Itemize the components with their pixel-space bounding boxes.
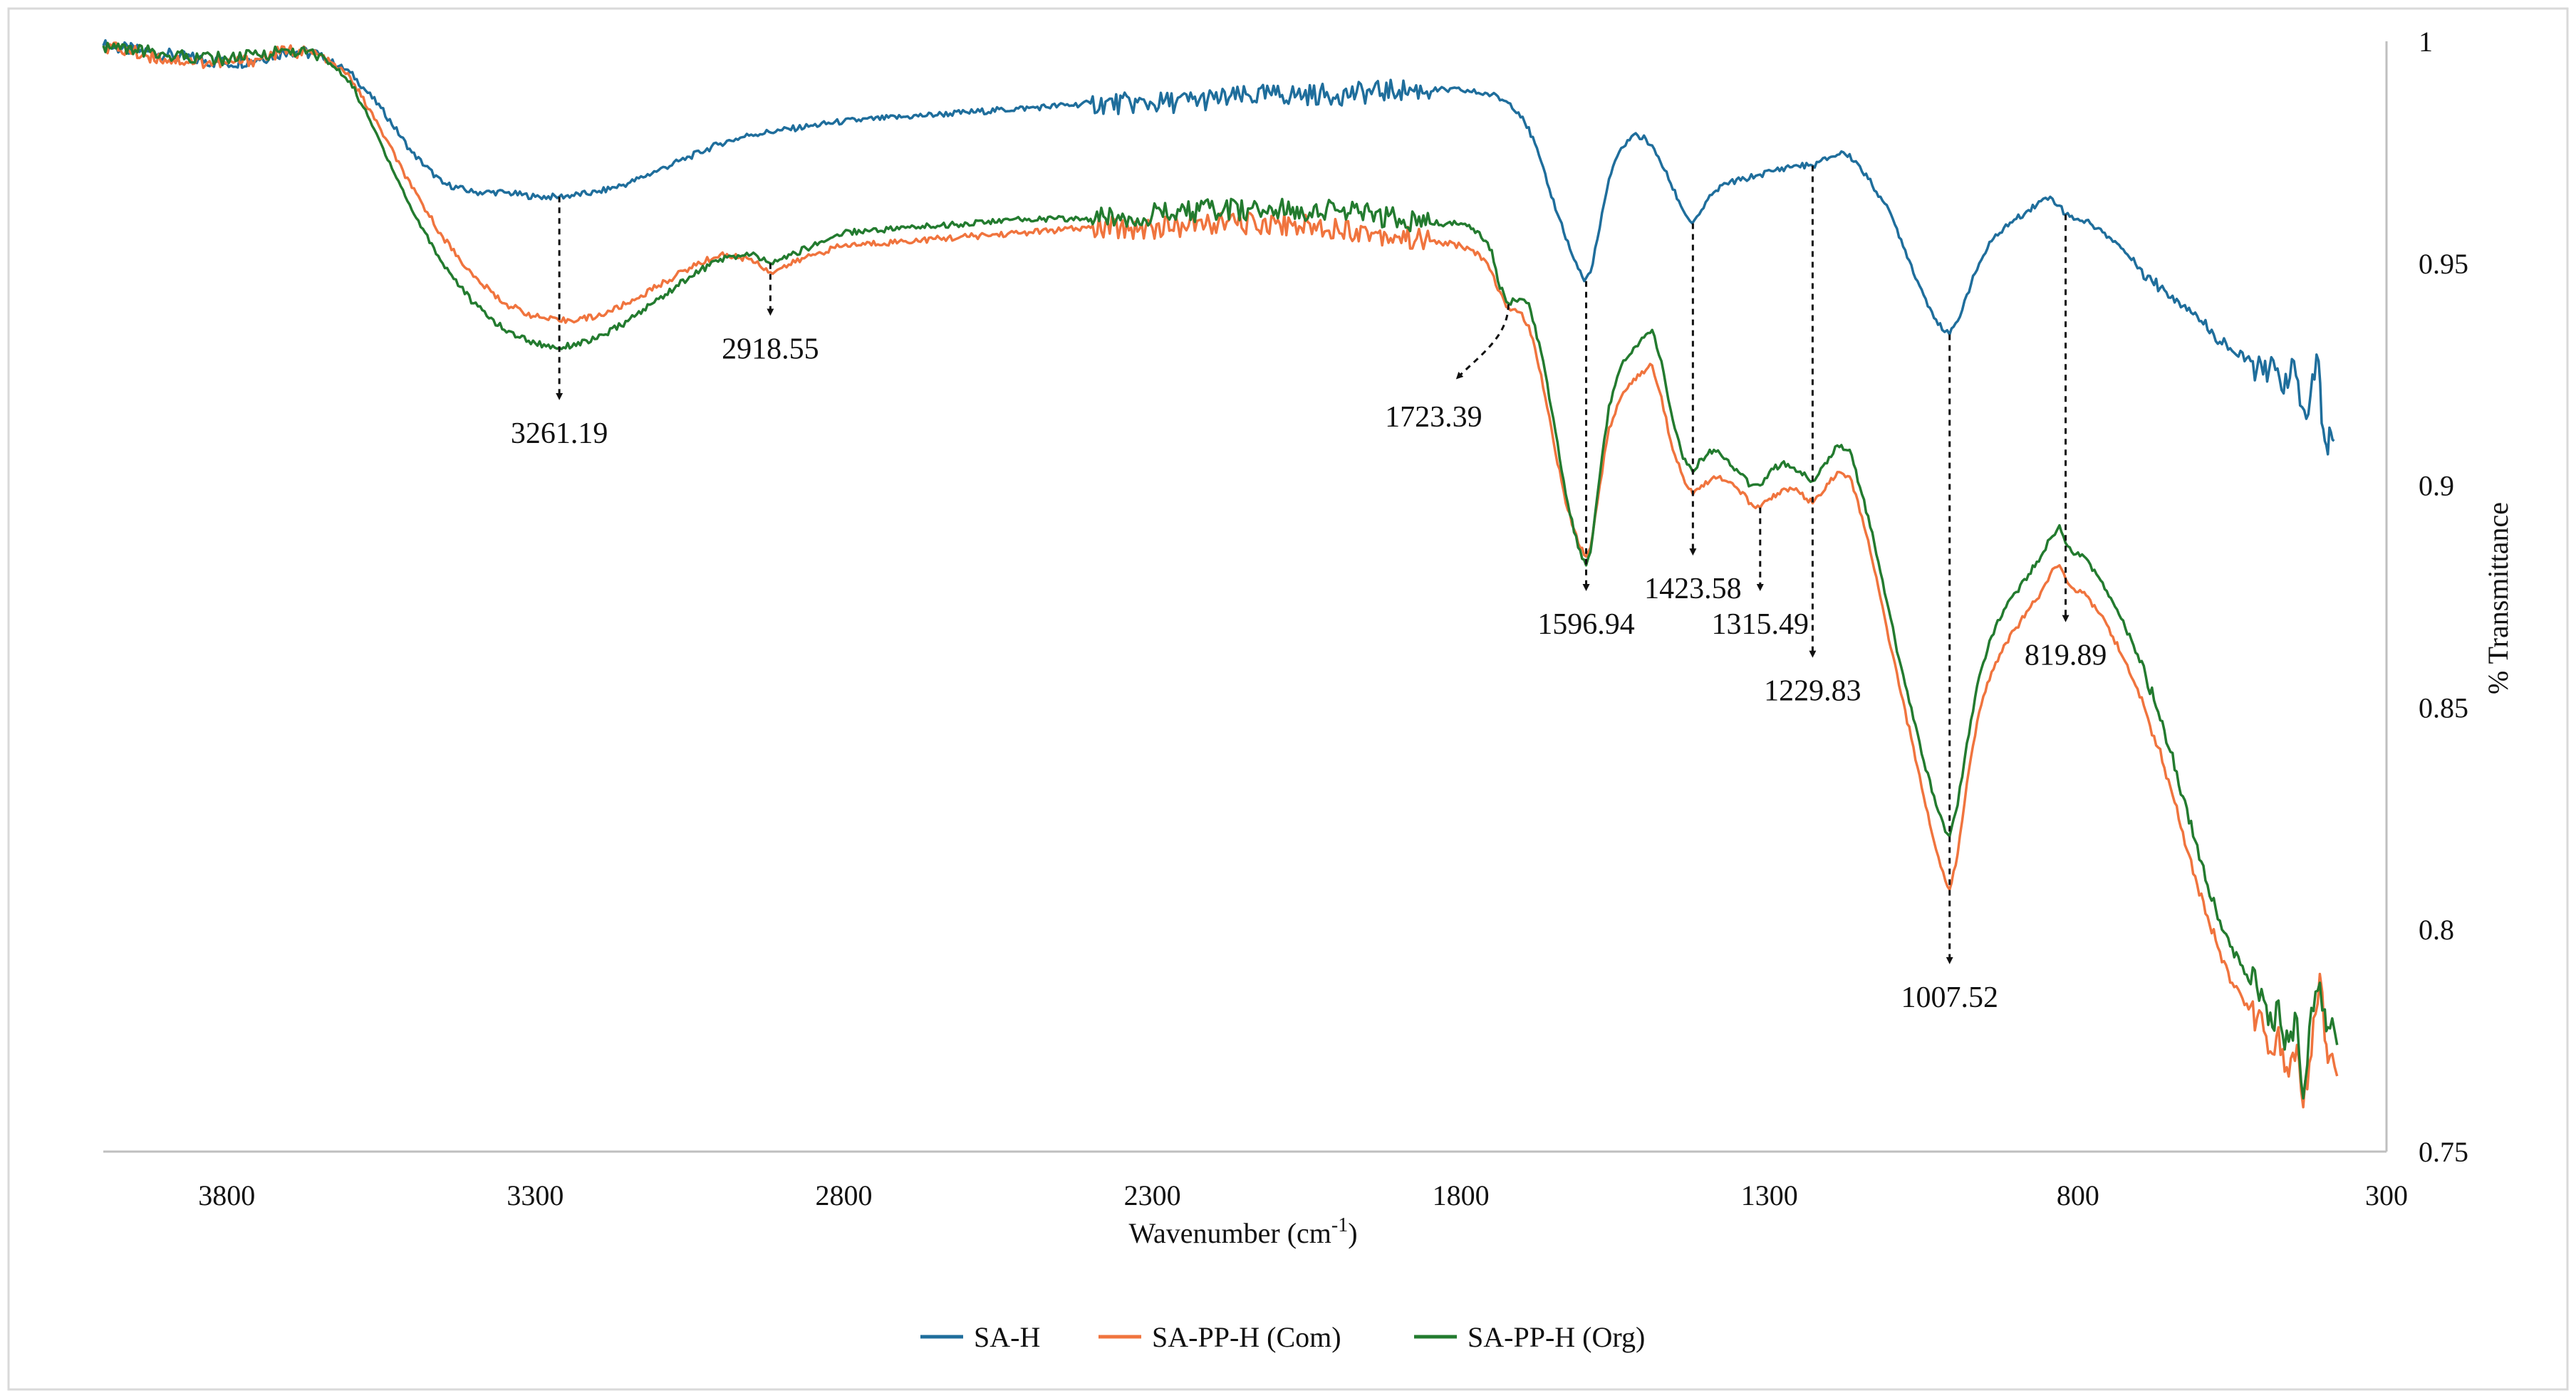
x-tick-label: 2300 xyxy=(1124,1179,1181,1211)
x-tick-label: 3300 xyxy=(507,1179,564,1211)
y-tick-label: 0.85 xyxy=(2419,692,2468,724)
y-tick-label: 0.8 xyxy=(2419,914,2454,946)
annotation-label: 1007.52 xyxy=(1901,981,1998,1014)
legend-label: SA-PP-H (Com) xyxy=(1152,1321,1341,1353)
y-tick-label: 0.75 xyxy=(2419,1136,2468,1168)
series-line-1 xyxy=(102,41,2339,1109)
y-axis-title: % Transmittance xyxy=(2482,502,2514,694)
y-tick-label: 0.9 xyxy=(2419,470,2454,502)
x-tick-label: 300 xyxy=(2365,1179,2408,1211)
annotation-label: 1315.49 xyxy=(1712,608,1809,641)
x-tick-label: 3800 xyxy=(198,1179,255,1211)
x-axis-title-suffix: ) xyxy=(1348,1217,1357,1249)
annotation-label: 2918.55 xyxy=(722,333,819,365)
x-axis-title-text: Wavenumber (cm xyxy=(1128,1217,1331,1249)
chart-border xyxy=(7,7,2569,1391)
peak-annotations: 3261.19 2918.55 1723.39 1596.94 1423.581315.… xyxy=(511,165,2107,1014)
legend-label: SA-PP-H (Org) xyxy=(1468,1321,1645,1353)
y-axis: 1 0.95 0.9 0.85 0.8 0.75 xyxy=(2385,26,2468,1168)
series-line-0 xyxy=(102,39,2335,456)
annotation-label: 3261.19 xyxy=(511,417,608,450)
legend-label: SA-H xyxy=(974,1321,1040,1353)
y-tick-label: 1 xyxy=(2419,26,2433,58)
series-line-2 xyxy=(102,41,2339,1100)
x-axis: 3800 3300 2800 2300 1800 1300 800 300 xyxy=(103,1150,2408,1211)
x-tick-label: 2800 xyxy=(815,1179,872,1211)
annotation-label: 1723.39 xyxy=(1385,401,1482,434)
x-axis-title: Wavenumber (cm-1) xyxy=(1128,1214,1357,1249)
annotation-label: 1229.83 xyxy=(1764,675,1861,708)
x-tick-label: 1800 xyxy=(1433,1179,1490,1211)
x-tick-label: 800 xyxy=(2057,1179,2099,1211)
annotation-label: 1596.94 xyxy=(1537,608,1635,641)
legend: SA-H SA-PP-H (Com) SA-PP-H (Org) xyxy=(920,1321,1645,1353)
y-tick-label: 0.95 xyxy=(2419,248,2468,280)
annotation-label: 1423.58 xyxy=(1644,573,1742,605)
x-tick-label: 1300 xyxy=(1741,1179,1798,1211)
annotation-label: 819.89 xyxy=(2025,640,2107,672)
plot-area xyxy=(102,39,2339,1109)
annotation-arrow xyxy=(1455,304,1510,380)
x-axis-title-superscript: -1 xyxy=(1331,1214,1348,1236)
